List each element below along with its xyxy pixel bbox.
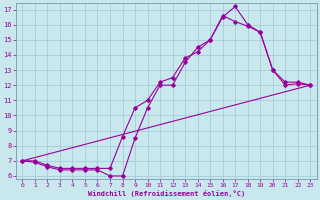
X-axis label: Windchill (Refroidissement éolien,°C): Windchill (Refroidissement éolien,°C): [88, 190, 245, 197]
